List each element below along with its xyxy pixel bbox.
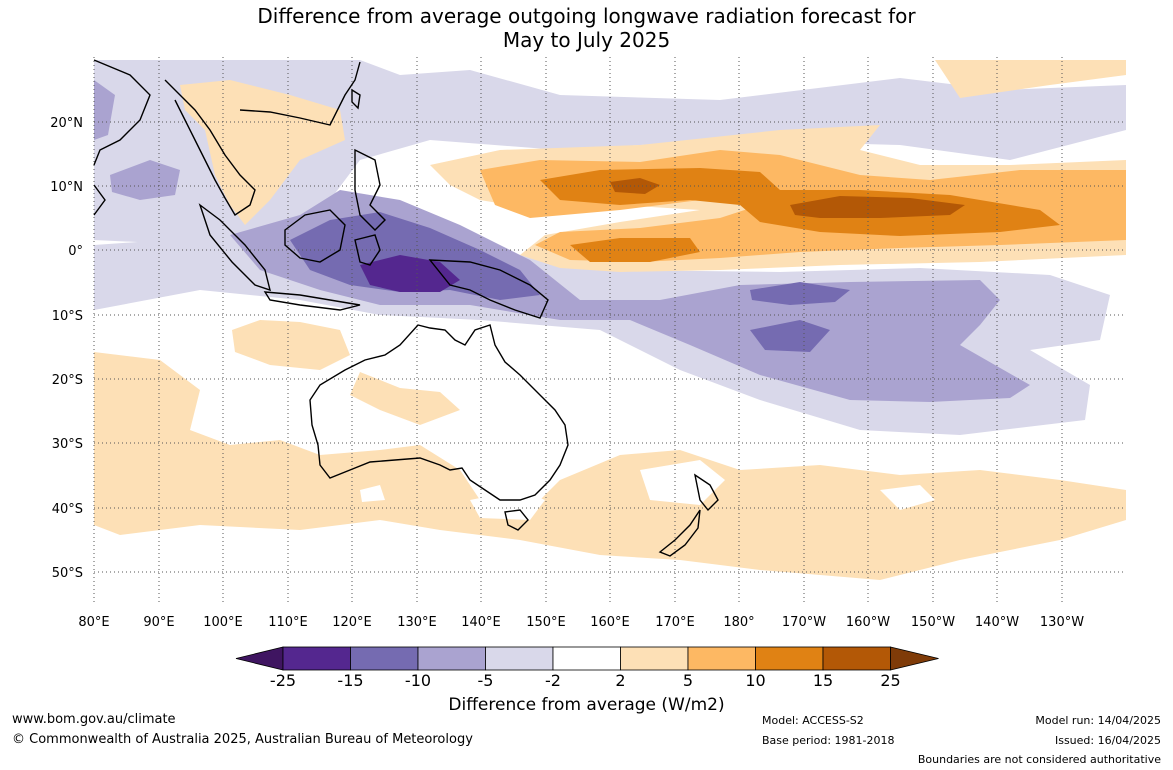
anomaly-darkest-orange-core: [610, 178, 965, 218]
colorbar-swatch: [620, 646, 689, 671]
map-title: Difference from average outgoing longwav…: [0, 4, 1173, 52]
anomaly-light-orange-indian-ocean: [232, 320, 350, 370]
colorbar-tick-label: 15: [812, 671, 834, 690]
latitude-tick-label: 10°S: [52, 309, 83, 324]
colorbar-tick-label: -10: [404, 671, 432, 690]
colorbar-tick-label: -15: [337, 671, 364, 690]
latitude-tick-label: 10°N: [50, 180, 83, 195]
longitude-tick-label: 140°E: [461, 615, 501, 630]
new-guinea-coastline: [428, 259, 549, 319]
java-coastline: [263, 291, 361, 311]
longitude-tick-label: 100°E: [203, 615, 243, 630]
anomaly-white-holes-south: [360, 460, 935, 520]
colorbar-tick-label: -25: [269, 671, 297, 690]
issued-date: Issued: 16/04/2025: [1054, 734, 1161, 747]
anomaly-light-orange-australia: [350, 372, 460, 425]
tasmania-coastline: [504, 509, 529, 531]
asia-mainland-coastline: [93, 59, 361, 216]
boundaries-disclaimer: Boundaries are not considered authoritat…: [917, 753, 1161, 766]
anomaly-darkest-purple-core: [360, 255, 460, 292]
longitude-tick-label: 140°W: [975, 615, 1019, 630]
latitude-tick-label: 20°N: [50, 116, 83, 131]
colorbar-title: Difference from average (W/m2): [448, 695, 725, 715]
colorbar-swatch: [417, 646, 486, 671]
longitude-tick-label: 130°E: [397, 615, 437, 630]
anomaly-deep-purple-pacific: [750, 282, 850, 352]
colorbar-swatch: [350, 646, 419, 671]
philippines-coastline: [354, 148, 386, 231]
anomaly-light-orange-northeast: [935, 60, 1126, 98]
longitude-tick-label: 110°E: [268, 615, 308, 630]
longitude-tick-label: 160°W: [846, 615, 890, 630]
latitude-tick-label: 0°: [68, 244, 83, 259]
latitude-tick-label: 30°S: [52, 437, 83, 452]
colorbar-tick-label: 25: [880, 671, 901, 690]
longitude-labels: 80°E 90°E 100°E 110°E 120°E 130°E 140°E 150°E 16…: [78, 615, 1084, 630]
latitude-tick-label: 40°S: [52, 502, 83, 517]
model-run-date: Model run: 14/04/2025: [1035, 714, 1161, 727]
latitude-tick-label: 50°S: [52, 566, 83, 581]
colorbar-swatch: [687, 646, 756, 671]
longitude-tick-label: 170°W: [782, 615, 826, 630]
longitude-tick-label: 120°E: [332, 615, 372, 630]
coastlines: [93, 59, 719, 557]
longitude-tick-label: 130°W: [1040, 615, 1084, 630]
australia-coastline: [309, 324, 569, 501]
latitude-labels: 20°N 10°N 0° 10°S 20°S 30°S 40°S 50°S: [50, 116, 83, 581]
new-zealand-coastline: [658, 473, 719, 557]
title-line-1: Difference from average outgoing longwav…: [257, 4, 916, 28]
longitude-tick-label: 150°W: [911, 615, 955, 630]
copyright-notice: © Commonwealth of Australia 2025, Austra…: [12, 732, 473, 747]
borneo-coastline: [284, 209, 346, 263]
sumatra-coastline: [198, 203, 271, 292]
colorbar-swatch: [282, 646, 351, 671]
colorbar-extend-low: [235, 646, 284, 671]
base-period: Base period: 1981-2018: [762, 734, 895, 747]
sulawesi-coastline: [354, 234, 381, 266]
gridlines: [93, 57, 1126, 605]
anomaly-light-purple-region: [94, 60, 1126, 245]
longitude-tick-label: 180°: [723, 615, 754, 630]
longitude-tick-label: 150°E: [526, 615, 566, 630]
colorbar-tick-label: -2: [545, 671, 561, 690]
taiwan-coastline: [351, 88, 361, 110]
colorbar: [235, 646, 939, 671]
colorbar-swatch: [822, 646, 891, 671]
longitude-tick-label: 160°E: [590, 615, 630, 630]
colorbar-tick-label: 2: [615, 671, 626, 690]
model-name: Model: ACCESS-S2: [762, 714, 864, 727]
longitude-tick-label: 80°E: [78, 615, 109, 630]
longitude-tick-label: 90°E: [143, 615, 174, 630]
title-line-2: May to July 2025: [502, 28, 671, 52]
anomaly-light-orange-indochina: [180, 80, 345, 225]
colorbar-swatch: [755, 646, 824, 671]
longitude-tick-label: 170°E: [655, 615, 695, 630]
colorbar-tick-label: 5: [682, 671, 694, 690]
colorbar-extend-high: [890, 646, 939, 671]
colorbar-tick-label: -5: [477, 671, 494, 690]
latitude-tick-label: 20°S: [52, 373, 83, 388]
colorbar-swatch: [485, 646, 554, 671]
anomaly-dark-orange-region: [540, 168, 1060, 236]
anomaly-fields: [94, 57, 1126, 605]
colorbar-swatch: [552, 646, 621, 671]
colorbar-tick-label: 10: [745, 671, 766, 690]
website-url[interactable]: www.bom.gov.au/climate: [12, 712, 176, 727]
